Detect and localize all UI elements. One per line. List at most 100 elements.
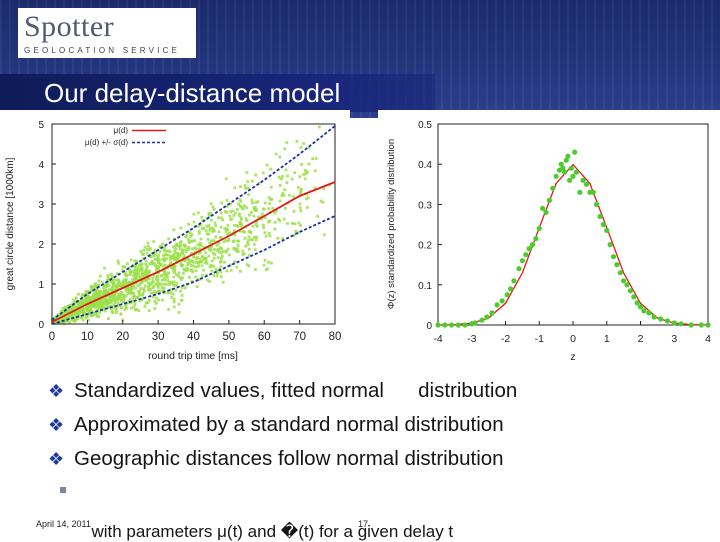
scatter-point (145, 269, 149, 273)
scatter-point (180, 294, 184, 297)
scatter-point (217, 230, 221, 234)
scatter-point (221, 280, 225, 284)
scatter-point (172, 263, 176, 267)
scatter-point (278, 199, 282, 203)
scatter-point (217, 241, 221, 245)
scatter-point (128, 298, 132, 301)
scatter-point (206, 238, 210, 241)
data-point (565, 153, 571, 159)
scatter-point (178, 247, 182, 251)
scatter-point (134, 266, 137, 270)
x-tick-label: 20 (116, 331, 129, 343)
scatter-point (267, 231, 271, 235)
scatter-point (128, 292, 132, 295)
data-point (658, 316, 664, 322)
scatter-point (295, 140, 299, 143)
scatter-point (197, 278, 201, 281)
scatter-point (102, 288, 106, 291)
scatter-point (145, 265, 149, 269)
scatter-point (133, 268, 136, 272)
scatter-point (219, 264, 223, 268)
scatter-point (235, 247, 239, 251)
left-legend: μ(d) μ(d) +/- σ(d) (85, 126, 166, 147)
scatter-point (85, 298, 89, 302)
data-point (563, 157, 569, 163)
scatter-point (191, 260, 195, 264)
scatter-point (121, 269, 124, 272)
scatter-point (119, 295, 123, 298)
scatter-point (128, 281, 131, 284)
scatter-point (116, 259, 120, 263)
scatter-point (153, 300, 157, 303)
scatter-point (305, 197, 308, 201)
x-tick-label: 80 (329, 331, 342, 343)
scatter-point (147, 288, 150, 292)
scatter-point (227, 238, 231, 241)
scatter-point (172, 305, 176, 309)
data-point (627, 288, 633, 294)
scatter-point (240, 222, 243, 226)
scatter-point (144, 262, 147, 266)
data-point (546, 197, 552, 203)
data-point (550, 185, 556, 191)
scatter-point (137, 274, 141, 278)
square-bullet-icon (60, 487, 66, 493)
scatter-point (173, 244, 177, 248)
scatter-point (176, 256, 180, 260)
scatter-point (209, 249, 213, 252)
data-point (519, 258, 525, 264)
data-point (604, 227, 610, 234)
scatter-point (145, 279, 148, 283)
scatter-point (278, 219, 282, 223)
y-tick-label: 0 (426, 321, 432, 332)
scatter-point (185, 269, 188, 273)
data-point (688, 322, 694, 328)
scatter-point (80, 308, 83, 312)
scatter-point (278, 184, 282, 187)
scatter-point (300, 163, 303, 166)
scatter-point (175, 273, 178, 277)
scatter-point (80, 294, 84, 298)
scatter-point (116, 278, 119, 282)
bullet-text: Standardized values, fitted normal distr… (74, 379, 518, 402)
scatter-point (120, 282, 123, 286)
scatter-point (53, 321, 57, 324)
scatter-point (261, 171, 265, 175)
scatter-point (108, 288, 112, 292)
scatter-point (108, 301, 111, 305)
scatter-point (97, 315, 101, 318)
scatter-point (243, 184, 247, 187)
scatter-point (273, 227, 277, 231)
scatter-point (182, 271, 185, 275)
scatter-point (245, 219, 249, 223)
scatter-point (284, 168, 288, 172)
data-point (435, 322, 441, 328)
scatter-point (121, 318, 124, 322)
scatter-point (159, 274, 163, 278)
scatter-point (197, 224, 201, 228)
x-tick-label: 4 (705, 333, 711, 345)
scatter-point (235, 224, 239, 227)
bullet-list: ❖ Standardized values, fitted normal dis… (48, 376, 708, 478)
scatter-point (268, 234, 272, 238)
scatter-point (215, 274, 219, 278)
scatter-point (154, 257, 158, 261)
scatter-point (113, 301, 117, 304)
scatter-point (145, 301, 149, 304)
scatter-point (122, 299, 125, 303)
scatter-point (202, 258, 206, 261)
scatter-point (132, 305, 136, 309)
scatter-point (163, 269, 166, 272)
scatter-point (115, 309, 118, 313)
scatter-point (154, 277, 158, 280)
scatter-point (102, 302, 106, 306)
scatter-point (304, 171, 308, 174)
scatter-point (137, 292, 141, 295)
scatter-point (59, 310, 63, 313)
scatter-point (162, 254, 165, 258)
scatter-point (237, 202, 240, 206)
scatter-point (134, 286, 137, 290)
logo: Spotter GEOLOCATION SERVICE (18, 8, 196, 58)
scatter-point (171, 265, 175, 268)
scatter-point (102, 284, 106, 287)
